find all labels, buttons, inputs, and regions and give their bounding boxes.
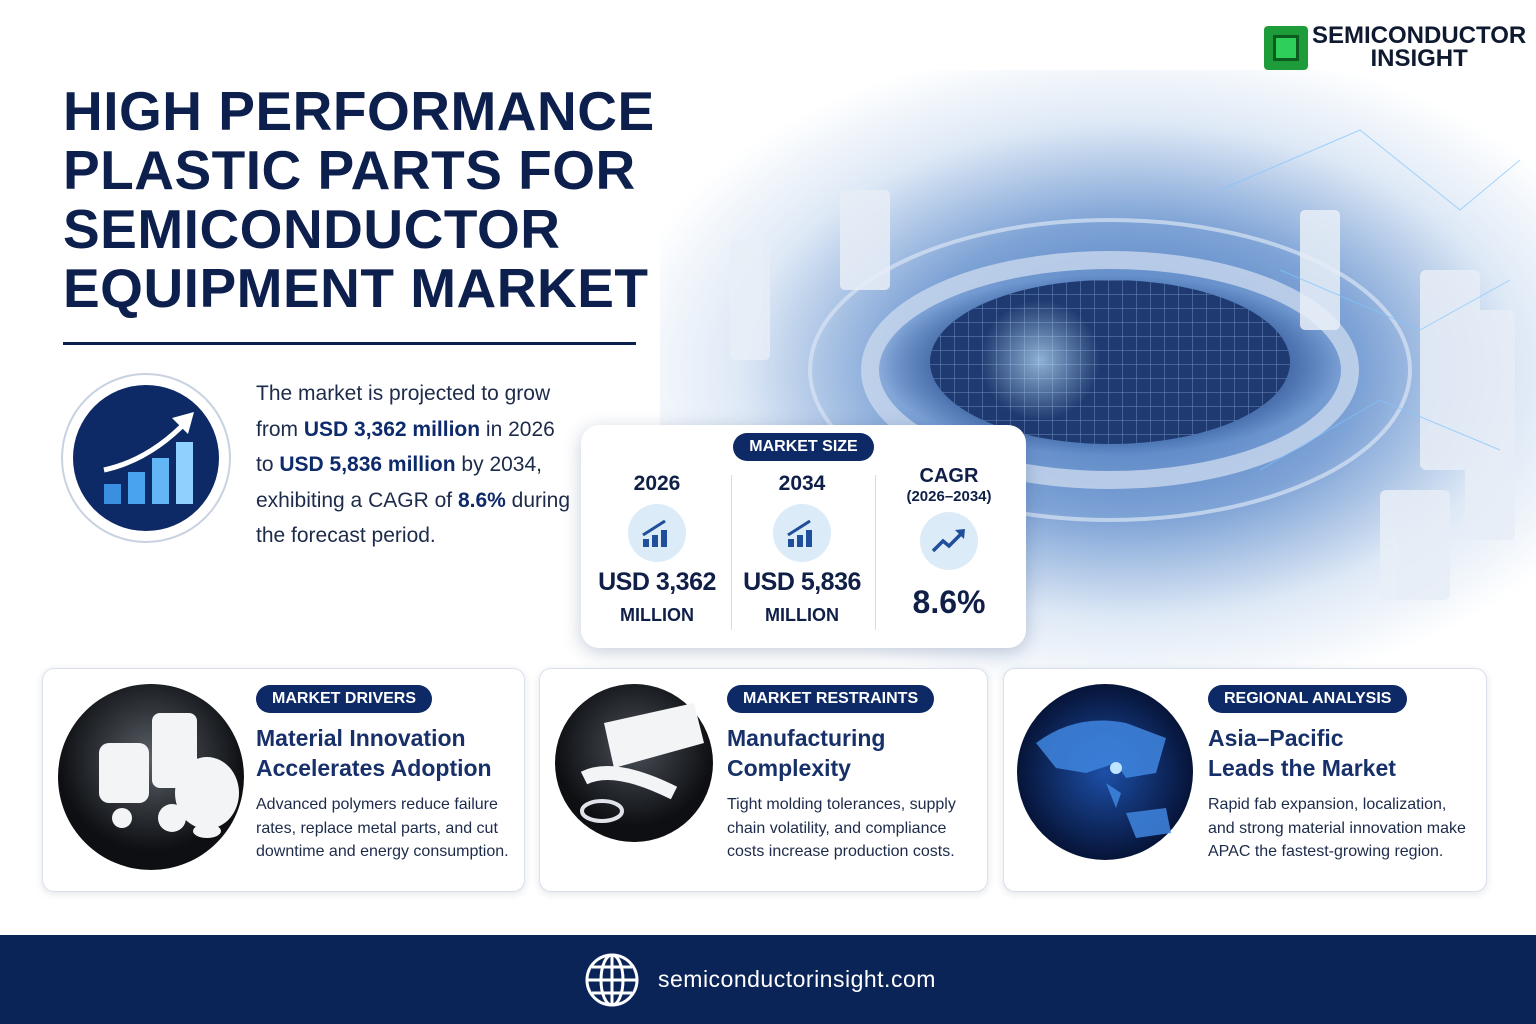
separator: [875, 475, 876, 630]
heading-line: Manufacturing: [727, 725, 886, 751]
logo-icon: [1264, 26, 1308, 70]
logo-line: INSIGHT: [1370, 45, 1468, 72]
market-size-card: MARKET SIZE 2026 USD 3,362 MILLION 2034 …: [581, 425, 1026, 648]
card-text: REGIONAL ANALYSIS Asia–Pacific Leads the …: [1208, 685, 1473, 864]
column-heading: 2026: [633, 472, 681, 495]
card: MARKET RESTRAINTS Manufacturing Complexit…: [539, 668, 988, 892]
title-line: EQUIPMENT MARKET: [63, 257, 649, 319]
title-line: HIGH PERFORMANCE: [63, 80, 655, 142]
footer: [0, 935, 1536, 1024]
card-text: MARKET DRIVERS Material Innovation Accele…: [256, 685, 516, 864]
icon: [773, 504, 831, 562]
column: CAGR (2026–2034) 8.6%: [875, 465, 1023, 621]
heading-line: Leads the Market: [1208, 755, 1396, 781]
badge: MARKET SIZE: [733, 433, 874, 461]
card: REGIONAL ANALYSIS Asia–Pacific Leads the …: [1003, 668, 1487, 892]
card-body: Tight molding tolerances, supply chain v…: [727, 796, 956, 860]
summary-segment: USD 5,836 million: [279, 453, 456, 476]
card-image: [58, 684, 244, 870]
heading-line: Accelerates Adoption: [256, 755, 492, 781]
column-subheading: (2026–2034): [906, 488, 992, 505]
column-value: USD 5,836: [743, 568, 861, 596]
badge: MARKET DRIVERS: [256, 685, 433, 713]
card-image: [1017, 684, 1193, 860]
card: MARKET DRIVERS Material Innovation Accele…: [42, 668, 525, 892]
summary-segment: 8.6%: [457, 488, 506, 512]
column-unit: MILLION: [765, 605, 839, 625]
title: HIGH PERFORMANCE PLASTIC PARTS FOR SEMIC…: [63, 82, 655, 318]
heading-line: Asia–Pacific: [1208, 725, 1344, 751]
footer-url: semiconductorinsight.com: [658, 966, 936, 992]
globe-icon: [585, 953, 639, 1007]
title-line: PLASTIC PARTS FOR: [63, 139, 636, 201]
hero-art: [730, 129, 1521, 600]
heading-line: Material Innovation: [256, 725, 466, 751]
title-line: SEMICONDUCTOR: [63, 198, 561, 260]
separator: [731, 475, 732, 630]
column: 2034 USD 5,836 MILLION: [728, 465, 876, 626]
badge: MARKET RESTRAINTS: [727, 685, 935, 713]
summary: The market is projected to grow from USD…: [256, 376, 571, 554]
icon: [628, 504, 686, 562]
column-value: USD 3,362: [598, 568, 716, 596]
logo-text: SEMICONDUCTOR INSIGHT: [1312, 22, 1527, 72]
logo-line: SEMICONDUCTOR: [1312, 22, 1527, 49]
column-value: 8.6%: [912, 584, 986, 620]
divider: [63, 342, 636, 345]
card-heading: Asia–Pacific Leads the Market: [1208, 723, 1473, 783]
badge: REGIONAL ANALYSIS: [1208, 685, 1408, 713]
card-image: [555, 684, 713, 842]
summary-segment: The market is projected to grow from: [256, 382, 551, 441]
card-text: MARKET RESTRAINTS Manufacturing Complexit…: [727, 685, 977, 864]
card-body: Rapid fab expansion, localization, and s…: [1208, 796, 1466, 860]
column: 2026 USD 3,362 MILLION: [583, 465, 731, 626]
heading-line: Complexity: [727, 755, 851, 781]
summary-segment: in 2026 to: [256, 417, 555, 477]
summary-segment: during the forecast period.: [256, 488, 571, 548]
icon: [920, 512, 978, 570]
growth-icon: [61, 373, 231, 543]
column-heading: 2034: [778, 472, 826, 495]
column-heading: CAGR: [919, 465, 979, 487]
column-unit: MILLION: [620, 605, 694, 625]
card-heading: Material Innovation Accelerates Adoption: [256, 723, 516, 783]
summary-segment: by 2034, exhibiting a CAGR of: [256, 453, 542, 512]
card-heading: Manufacturing Complexity: [727, 723, 977, 783]
summary-segment: USD 3,362 million: [303, 417, 481, 441]
card-body: Advanced polymers reduce failure rates, …: [256, 796, 509, 860]
